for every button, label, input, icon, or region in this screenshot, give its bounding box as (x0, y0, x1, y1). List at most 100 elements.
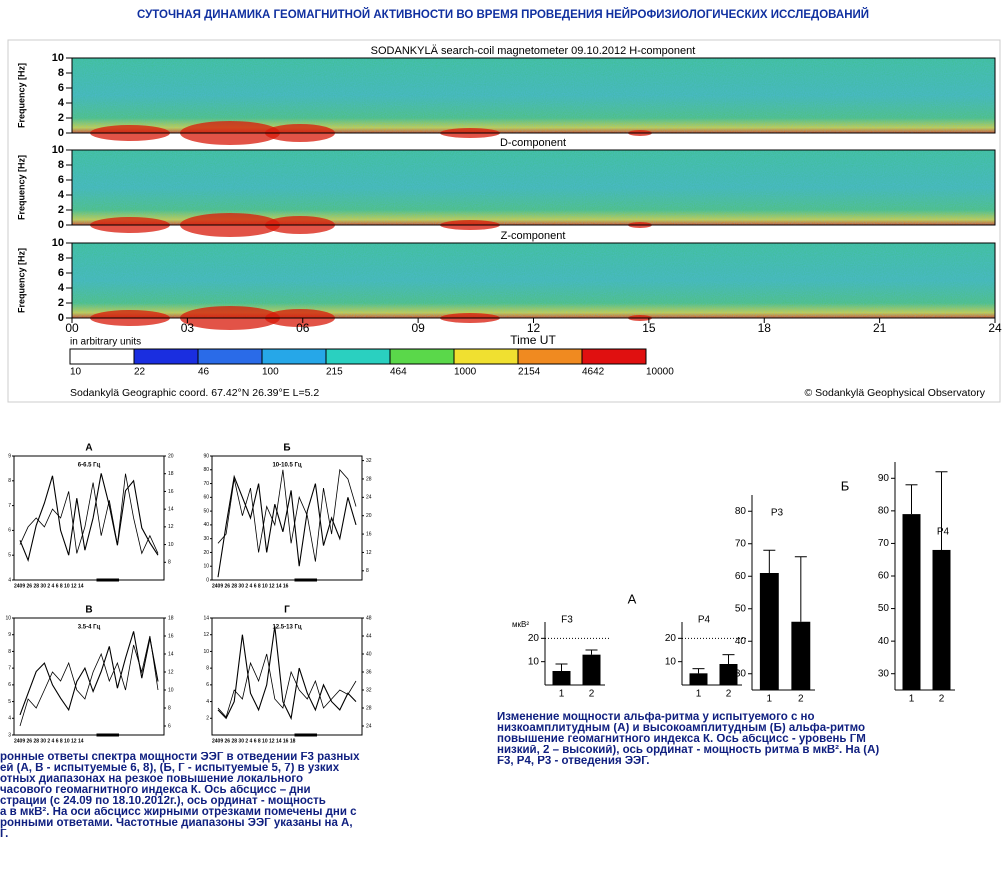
chart-title: В (85, 605, 92, 616)
y2-tick-label: 28 (366, 476, 372, 482)
unit-label: мкВ² (512, 620, 529, 629)
colorbar-tick-label: 22 (134, 367, 146, 378)
x-tick-label: 1 (767, 694, 773, 705)
y-tick-label: 50 (878, 603, 890, 614)
panel-title: D-component (500, 137, 566, 149)
colorbar-swatch (69, 348, 135, 365)
y2-tick-label: 20 (168, 453, 174, 459)
y-tick-label: 6 (58, 267, 64, 279)
colorbar-tick-label: 100 (262, 367, 279, 378)
y-tick-label: 90 (203, 453, 209, 459)
y-tick-label: 10 (52, 237, 64, 249)
y2-tick-label: 12 (366, 550, 372, 556)
y2-tick-label: 32 (366, 687, 372, 693)
y-tick-label: 8 (58, 159, 64, 171)
series-line (217, 468, 357, 562)
y-tick-label: 9 (8, 453, 11, 459)
caption-line: низкий, 2 – высокий), ось ординат - мощн… (497, 745, 880, 756)
y-tick-label: 10 (52, 144, 64, 156)
y2-tick-label: 36 (366, 669, 372, 675)
y-tick-label: 60 (203, 495, 209, 501)
x-axis-text: 2409 26 28 30 2 4 6 8 10 12 14 16 18 (212, 738, 296, 744)
y-tick-label: 70 (735, 538, 747, 549)
series-line (19, 635, 159, 727)
colorbar-tick-label: 46 (198, 367, 210, 378)
y-tick-label: 6 (206, 682, 209, 688)
y-tick-label: 6 (58, 82, 64, 94)
colorbar-swatch (261, 348, 327, 365)
y-tick-label: 40 (203, 522, 209, 528)
colorbar-swatch (389, 348, 455, 365)
y-tick-label: 5 (8, 699, 11, 705)
figure: СУТОЧНАЯ ДИНАМИКА ГЕОМАГНИТНОЙ АКТИВНОСТ… (5, 8, 1002, 744)
y2-tick-label: 14 (168, 651, 174, 657)
y-tick-label: 4 (58, 189, 65, 201)
y-axis-label: Frequency [Hz] (16, 155, 26, 220)
y-tick-label: 10 (203, 564, 209, 570)
colorbar-swatch (453, 348, 519, 365)
y2-tick-label: 24 (366, 495, 372, 501)
group-title: А (628, 591, 637, 606)
colorbar-tick-label: 10000 (646, 367, 674, 378)
y-tick-label: 0 (58, 127, 64, 139)
y2-tick-label: 6 (168, 723, 171, 729)
y-tick-label: 3 (8, 732, 11, 738)
y2-tick-label: 12 (168, 524, 174, 530)
group-title: Б (841, 478, 850, 493)
x-axis-text: 2409 26 28 30 2 4 6 8 10 12 14 (14, 738, 84, 744)
y2-tick-label: 40 (366, 651, 372, 657)
y-tick-label: 4 (58, 97, 65, 109)
caption-line: ей (А, В - испытуемые 6, 8), (Б, Г - исп… (0, 763, 340, 774)
plot-frame (13, 617, 165, 736)
caption-line: повышение геомагнитного индекса К. Ось а… (497, 734, 866, 745)
x-tick-label: 09 (411, 321, 425, 335)
caption-line: низкоамплитудным (А) и высокоамплитудным… (497, 723, 866, 734)
panel-border (71, 57, 996, 134)
y2-tick-label: 28 (366, 705, 372, 711)
colorbar-swatch (581, 348, 647, 365)
x-tick-label: 15 (642, 321, 656, 335)
y-tick-label: 30 (878, 668, 890, 679)
y-tick-label: 7 (8, 665, 11, 671)
y-tick-label: 10 (5, 615, 11, 621)
caption-line: часового геомагнитного индекса К. Ось аб… (0, 785, 311, 796)
bar (689, 673, 708, 685)
y2-tick-label: 10 (168, 687, 174, 693)
series-line (217, 474, 357, 578)
y-tick-label: 0 (58, 312, 64, 324)
y-tick-label: 6 (58, 174, 64, 186)
chart-label: P4 (937, 527, 950, 538)
colorbar-tick-label: 2154 (518, 367, 541, 378)
colorbar-tick-label: 10 (70, 367, 82, 378)
x-tick-label: 1 (696, 689, 702, 700)
y-tick-label: 4 (8, 716, 11, 722)
bar (932, 549, 951, 690)
chart-label: F3 (561, 615, 573, 626)
panel-title: SODANKYLÄ search-coil magnetometer 09.10… (371, 45, 696, 57)
bar (552, 671, 571, 685)
band-label: 3.5-4 Гц (78, 625, 101, 631)
plot-frame (211, 617, 363, 736)
y-tick-label: 4 (58, 282, 65, 294)
y-tick-label: 10 (665, 656, 677, 667)
colorbar-swatch (325, 348, 391, 365)
y-tick-label: 9 (8, 632, 11, 638)
y2-tick-label: 10 (168, 542, 174, 548)
x-tick-label: 1 (559, 689, 565, 700)
x-tick-label: 18 (758, 321, 772, 335)
y-tick-label: 20 (665, 633, 677, 644)
chart-title: Б (283, 443, 290, 454)
x-tick-label: 2 (589, 689, 595, 700)
y-tick-label: 12 (203, 632, 209, 638)
caption-line: Г. (0, 829, 9, 840)
y-tick-label: 60 (735, 571, 747, 582)
colorbar-tick-label: 4642 (582, 367, 605, 378)
caption-right: Изменение мощности альфа-ритма у испытуе… (497, 712, 1006, 767)
spectrogram-noise (72, 150, 995, 225)
y-tick-label: 20 (528, 633, 540, 644)
y-tick-label: 80 (203, 467, 209, 473)
colorbar-swatch (197, 348, 263, 365)
chart-title: Г (284, 605, 290, 616)
panel-border (71, 149, 996, 226)
y-tick-label: 6 (8, 528, 11, 534)
